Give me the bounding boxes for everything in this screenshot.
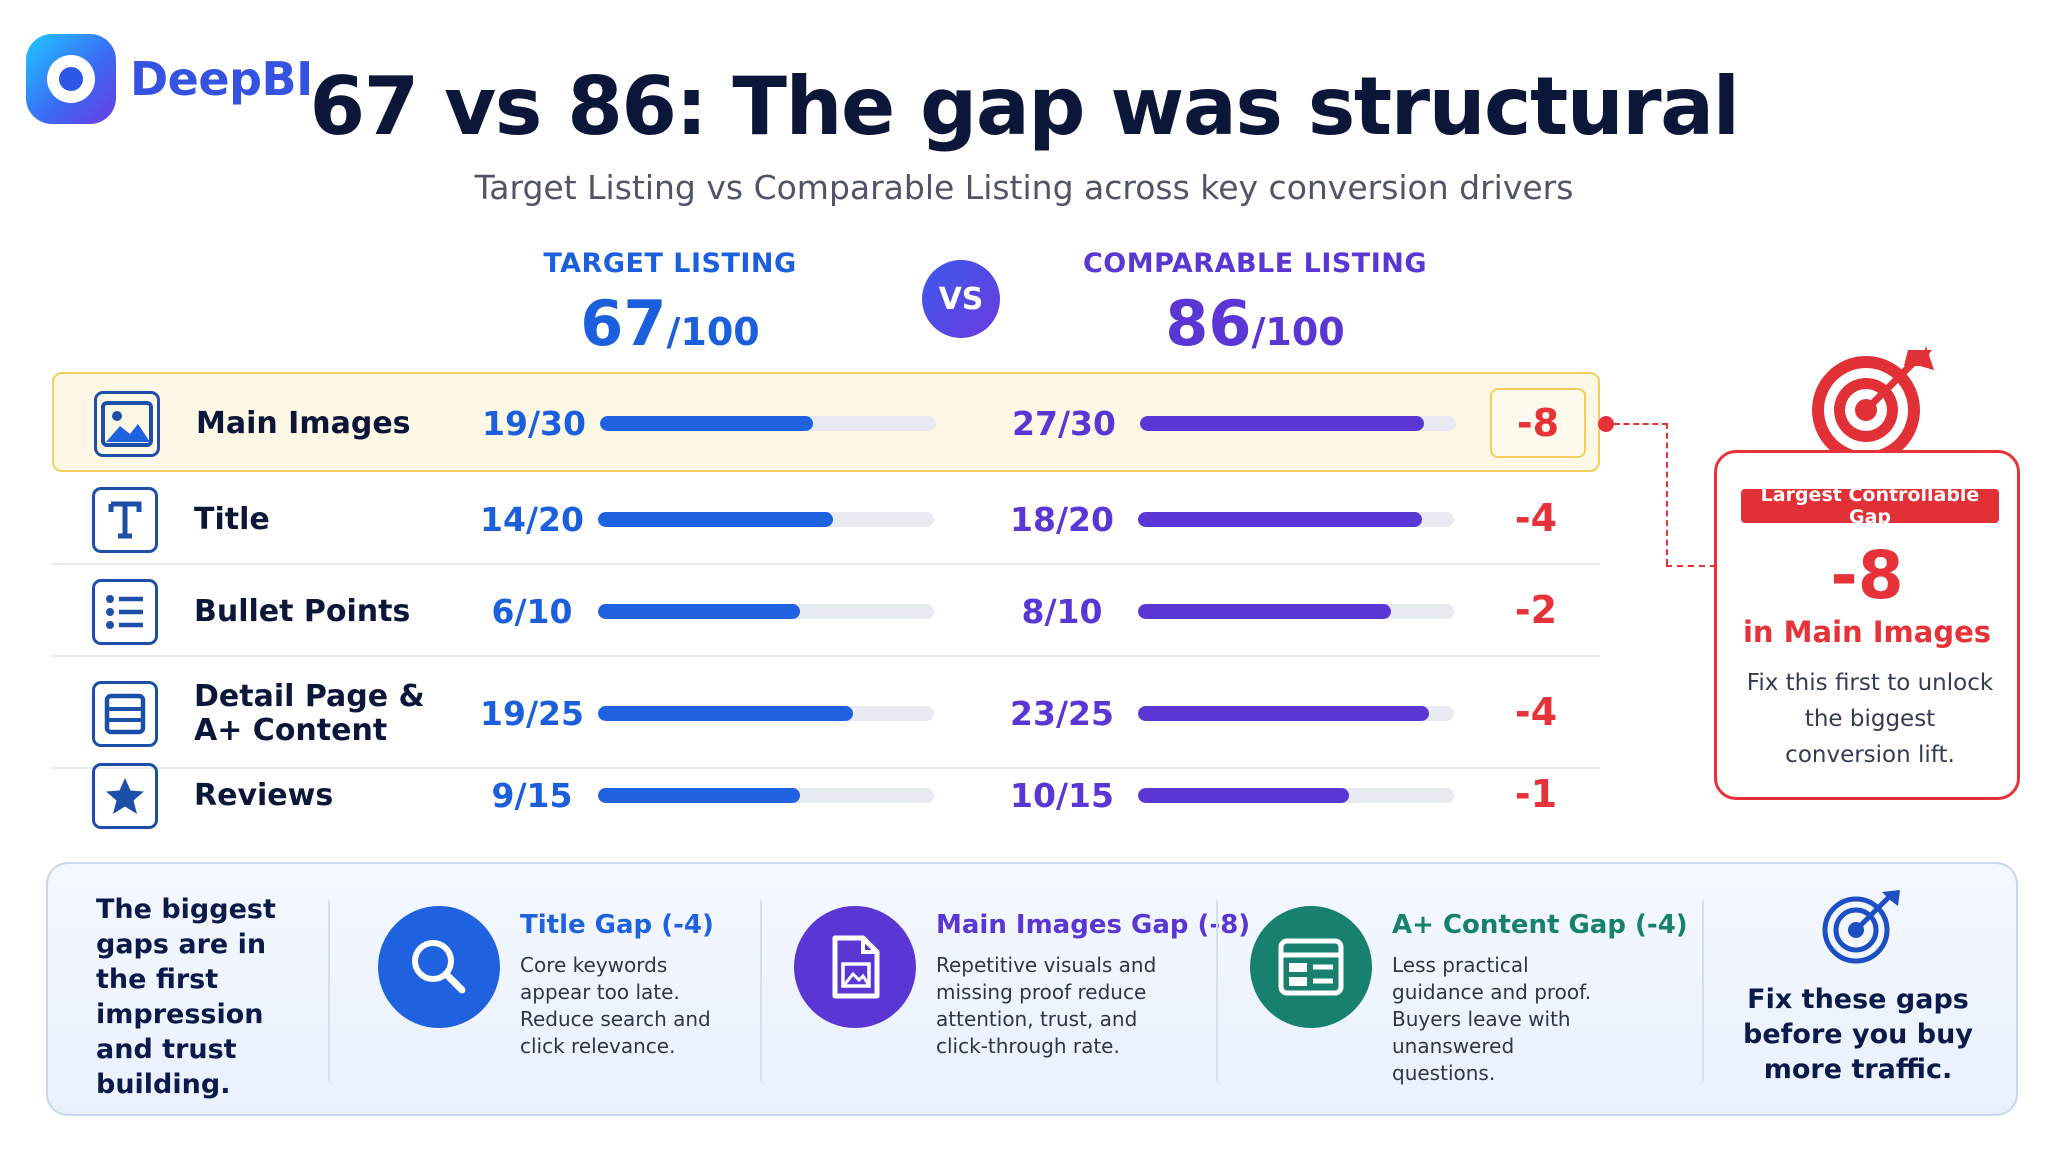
table-row: Reviews 9/15 10/15 -1 <box>52 752 1600 840</box>
callout-text: Fix this first to unlock the biggest con… <box>1746 670 1994 768</box>
target-bar <box>598 604 800 619</box>
gap-value: -4 <box>1514 690 1558 734</box>
divider <box>328 900 330 1082</box>
gap-value: -1 <box>1514 772 1558 816</box>
target-arrow-icon <box>1812 346 1934 464</box>
table-row: Title 14/20 18/20 -4 <box>52 476 1600 564</box>
logo-icon <box>26 34 116 124</box>
target-score: 19/25 <box>480 694 584 733</box>
target-bar <box>598 788 800 803</box>
insights-panel: The biggest gaps are in the first impres… <box>46 862 2018 1116</box>
star-icon <box>92 763 158 829</box>
divider <box>1702 900 1704 1082</box>
table-row: Bullet Points 6/10 8/10 -2 <box>52 568 1600 656</box>
gap-value: -8 <box>1490 388 1586 458</box>
target-bar-track <box>598 788 934 803</box>
closing-message: Fix these gaps before you buy more traff… <box>1743 984 1973 1085</box>
comparable-bar-track <box>1140 416 1456 431</box>
text-t-icon <box>92 487 158 553</box>
layout-icon <box>92 681 158 747</box>
row-label: Bullet Points <box>194 594 411 629</box>
insights-intro: The biggest gaps are in the first impres… <box>96 894 276 1100</box>
connector-line <box>1666 565 1716 567</box>
comparable-listing-header: COMPARABLE LISTING 86/100 <box>1055 248 1455 360</box>
target-score-denominator: /100 <box>666 310 760 354</box>
image-file-icon <box>794 906 916 1028</box>
row-label: Detail Page & A+ Content <box>194 679 425 748</box>
callout-subtitle: in Main Images <box>1742 615 1992 649</box>
target-listing-score: 67/100 <box>470 287 870 360</box>
aplus-content-gap-text: Less practical guidance and proof. Buyer… <box>1392 953 1592 1085</box>
main-images-gap-heading: Main Images Gap (-8) <box>936 910 1251 940</box>
row-label: Main Images <box>196 406 411 441</box>
target-score-value: 67 <box>580 287 667 360</box>
largest-gap-callout: Largest Controllable Gap -8 in Main Imag… <box>1714 450 2020 800</box>
target-listing-label: TARGET LISTING <box>543 248 797 279</box>
callout-value: -8 <box>1830 537 1904 614</box>
comparable-bar-track <box>1138 706 1454 721</box>
connector-line <box>1614 423 1668 425</box>
comparable-score: 10/15 <box>1010 776 1114 815</box>
image-icon <box>94 391 160 457</box>
row-label: Reviews <box>194 778 334 813</box>
target-bar-track <box>598 706 934 721</box>
target-score: 6/10 <box>491 592 573 631</box>
gap-value: -4 <box>1514 496 1558 540</box>
target-bar-track <box>600 416 936 431</box>
comparable-score: 8/10 <box>1021 592 1103 631</box>
title-gap-heading: Title Gap (-4) <box>520 910 714 940</box>
content-layout-icon <box>1250 906 1372 1028</box>
comparable-bar <box>1138 604 1391 619</box>
table-row: Main Images 19/30 27/30 -8 <box>52 372 1600 472</box>
search-icon <box>378 906 500 1028</box>
comparable-score-denominator: /100 <box>1251 310 1345 354</box>
main-images-gap-text: Repetitive visuals and missing proof red… <box>936 953 1157 1058</box>
row-divider <box>52 563 1600 565</box>
target-score: 19/30 <box>482 404 586 443</box>
gap-value: -2 <box>1514 588 1558 632</box>
comparable-score: 27/30 <box>1012 404 1116 443</box>
target-score: 9/15 <box>491 776 573 815</box>
target-bar-track <box>598 512 934 527</box>
aplus-content-gap-heading: A+ Content Gap (-4) <box>1392 910 1688 940</box>
target-listing-header: TARGET LISTING 67/100 <box>470 248 870 360</box>
target-bar <box>598 512 834 527</box>
row-label: Title <box>194 502 270 537</box>
comparable-bar-track <box>1138 788 1454 803</box>
vs-badge: VS <box>922 260 1000 338</box>
title-gap-text: Core keywords appear too late. Reduce se… <box>520 953 711 1058</box>
row-divider <box>52 655 1600 657</box>
page-subtitle: Target Listing vs Comparable Listing acr… <box>474 168 1574 207</box>
page-title: 67 vs 86: The gap was structural <box>309 60 1740 153</box>
comparable-bar-track <box>1138 604 1454 619</box>
target-bar <box>598 706 854 721</box>
comparable-bar <box>1138 788 1349 803</box>
table-row: Detail Page & A+ Content 19/25 23/25 -4 <box>52 660 1600 768</box>
comparable-score: 18/20 <box>1010 500 1114 539</box>
comparable-listing-label: COMPARABLE LISTING <box>1082 248 1428 279</box>
brand-logo: DeepBI <box>26 34 313 124</box>
target-arrow-icon <box>1822 890 1900 964</box>
divider <box>760 900 762 1082</box>
comparable-score: 23/25 <box>1010 694 1114 733</box>
comparable-bar-track <box>1138 512 1454 527</box>
comparable-bar <box>1138 706 1429 721</box>
comparable-bar <box>1138 512 1423 527</box>
connector-dot <box>1598 416 1614 432</box>
row-divider <box>52 767 1600 769</box>
connector-line <box>1666 423 1668 565</box>
comparable-bar <box>1140 416 1425 431</box>
callout-tag: Largest Controllable Gap <box>1741 484 1999 528</box>
comparable-score-value: 86 <box>1165 287 1252 360</box>
divider <box>1216 900 1218 1082</box>
list-icon <box>92 579 158 645</box>
brand-name: DeepBI <box>130 52 313 106</box>
target-bar-track <box>598 604 934 619</box>
target-score: 14/20 <box>480 500 584 539</box>
target-bar <box>600 416 813 431</box>
comparable-listing-score: 86/100 <box>1055 287 1455 360</box>
